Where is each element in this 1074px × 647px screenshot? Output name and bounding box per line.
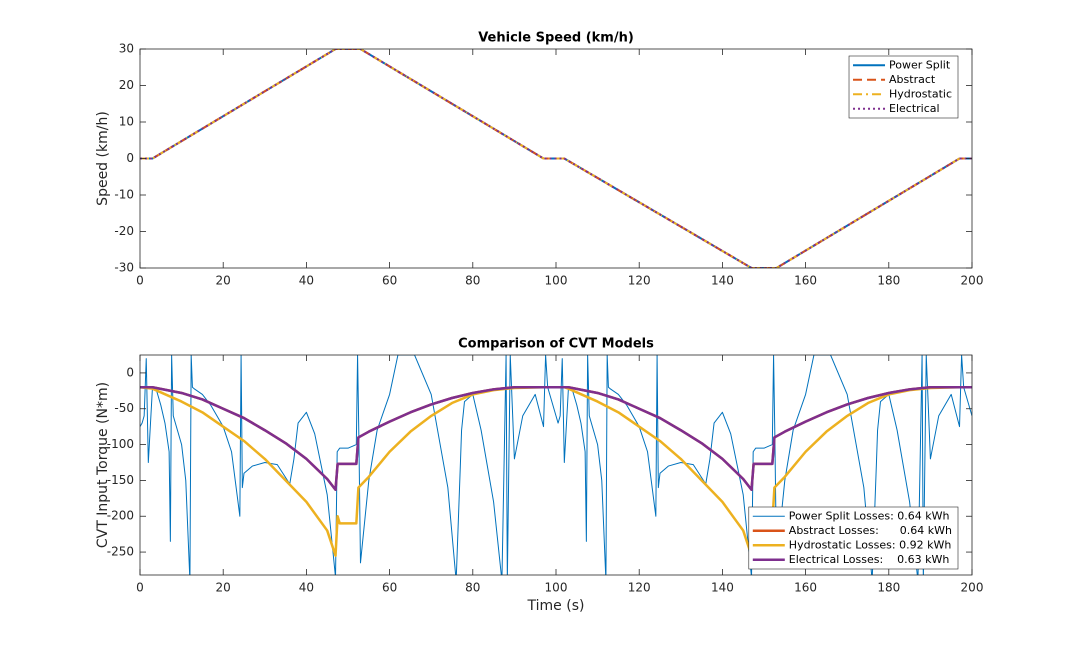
x-tick-label: 160 xyxy=(794,581,817,595)
series-line xyxy=(140,386,972,491)
plot-area xyxy=(140,355,972,575)
x-tick-label: 20 xyxy=(216,274,231,288)
x-tick-label: 60 xyxy=(382,581,397,595)
plot-area xyxy=(140,49,972,268)
legend-label: Abstract xyxy=(889,73,936,86)
chart-title: Comparison of CVT Models xyxy=(458,337,654,352)
x-tick-label: 40 xyxy=(299,581,314,595)
y-tick-label: 30 xyxy=(119,42,134,56)
y-tick-label: -30 xyxy=(114,261,134,275)
x-tick-label: 80 xyxy=(465,581,480,595)
legend-label: Power Split xyxy=(889,58,951,71)
y-tick-label: -150 xyxy=(107,473,134,487)
x-axis-label: Time (s) xyxy=(527,598,585,614)
legend-label: Electrical xyxy=(889,102,940,115)
y-tick-label: -200 xyxy=(107,509,134,523)
y-tick-label: -50 xyxy=(114,401,134,415)
legend-label: Hydrostatic Losses: 0.92 kWh xyxy=(789,538,952,551)
x-tick-label: 200 xyxy=(961,274,984,288)
y-tick-label: -100 xyxy=(107,437,134,451)
x-tick-label: 40 xyxy=(299,274,314,288)
legend-box xyxy=(848,55,959,119)
y-tick-label: 10 xyxy=(119,115,134,129)
legend-label: Electrical Losses: 0.63 kWh xyxy=(789,553,950,566)
x-tick-label: 140 xyxy=(711,274,734,288)
x-tick-label: 200 xyxy=(961,581,984,595)
legend-label: Power Split Losses: 0.64 kWh xyxy=(789,509,950,522)
y-tick-label: -20 xyxy=(114,224,134,238)
series-line xyxy=(140,355,972,575)
y-tick-label: 0 xyxy=(126,365,134,379)
chart-title: Vehicle Speed (km/h) xyxy=(478,31,634,46)
x-tick-label: 100 xyxy=(545,581,568,595)
y-tick-label: -10 xyxy=(114,188,134,202)
x-tick-label: 80 xyxy=(465,274,480,288)
x-tick-label: 0 xyxy=(136,581,144,595)
x-tick-label: 140 xyxy=(711,581,734,595)
y-axis-label: CVT Input Torque (N*m) xyxy=(95,382,111,548)
x-tick-label: 120 xyxy=(628,274,651,288)
y-tick-label: 20 xyxy=(119,78,134,92)
y-axis-label: Speed (km/h) xyxy=(95,111,111,206)
y-tick-label: -250 xyxy=(107,545,134,559)
x-tick-label: 180 xyxy=(877,581,900,595)
legend-label: Hydrostatic xyxy=(889,87,952,100)
series-line xyxy=(140,49,972,268)
legend: Power Split Losses: 0.64 kWh Abstract Los… xyxy=(748,506,959,570)
x-tick-label: 60 xyxy=(382,274,397,288)
x-tick-label: 160 xyxy=(794,274,817,288)
x-tick-label: 0 xyxy=(136,274,144,288)
x-tick-label: 180 xyxy=(877,274,900,288)
y-tick-label: 0 xyxy=(126,151,134,165)
x-tick-label: 20 xyxy=(216,581,231,595)
x-tick-label: 120 xyxy=(628,581,651,595)
x-tick-label: 100 xyxy=(545,274,568,288)
legend-label: Abstract Losses: 0.64 kWh xyxy=(789,524,952,537)
